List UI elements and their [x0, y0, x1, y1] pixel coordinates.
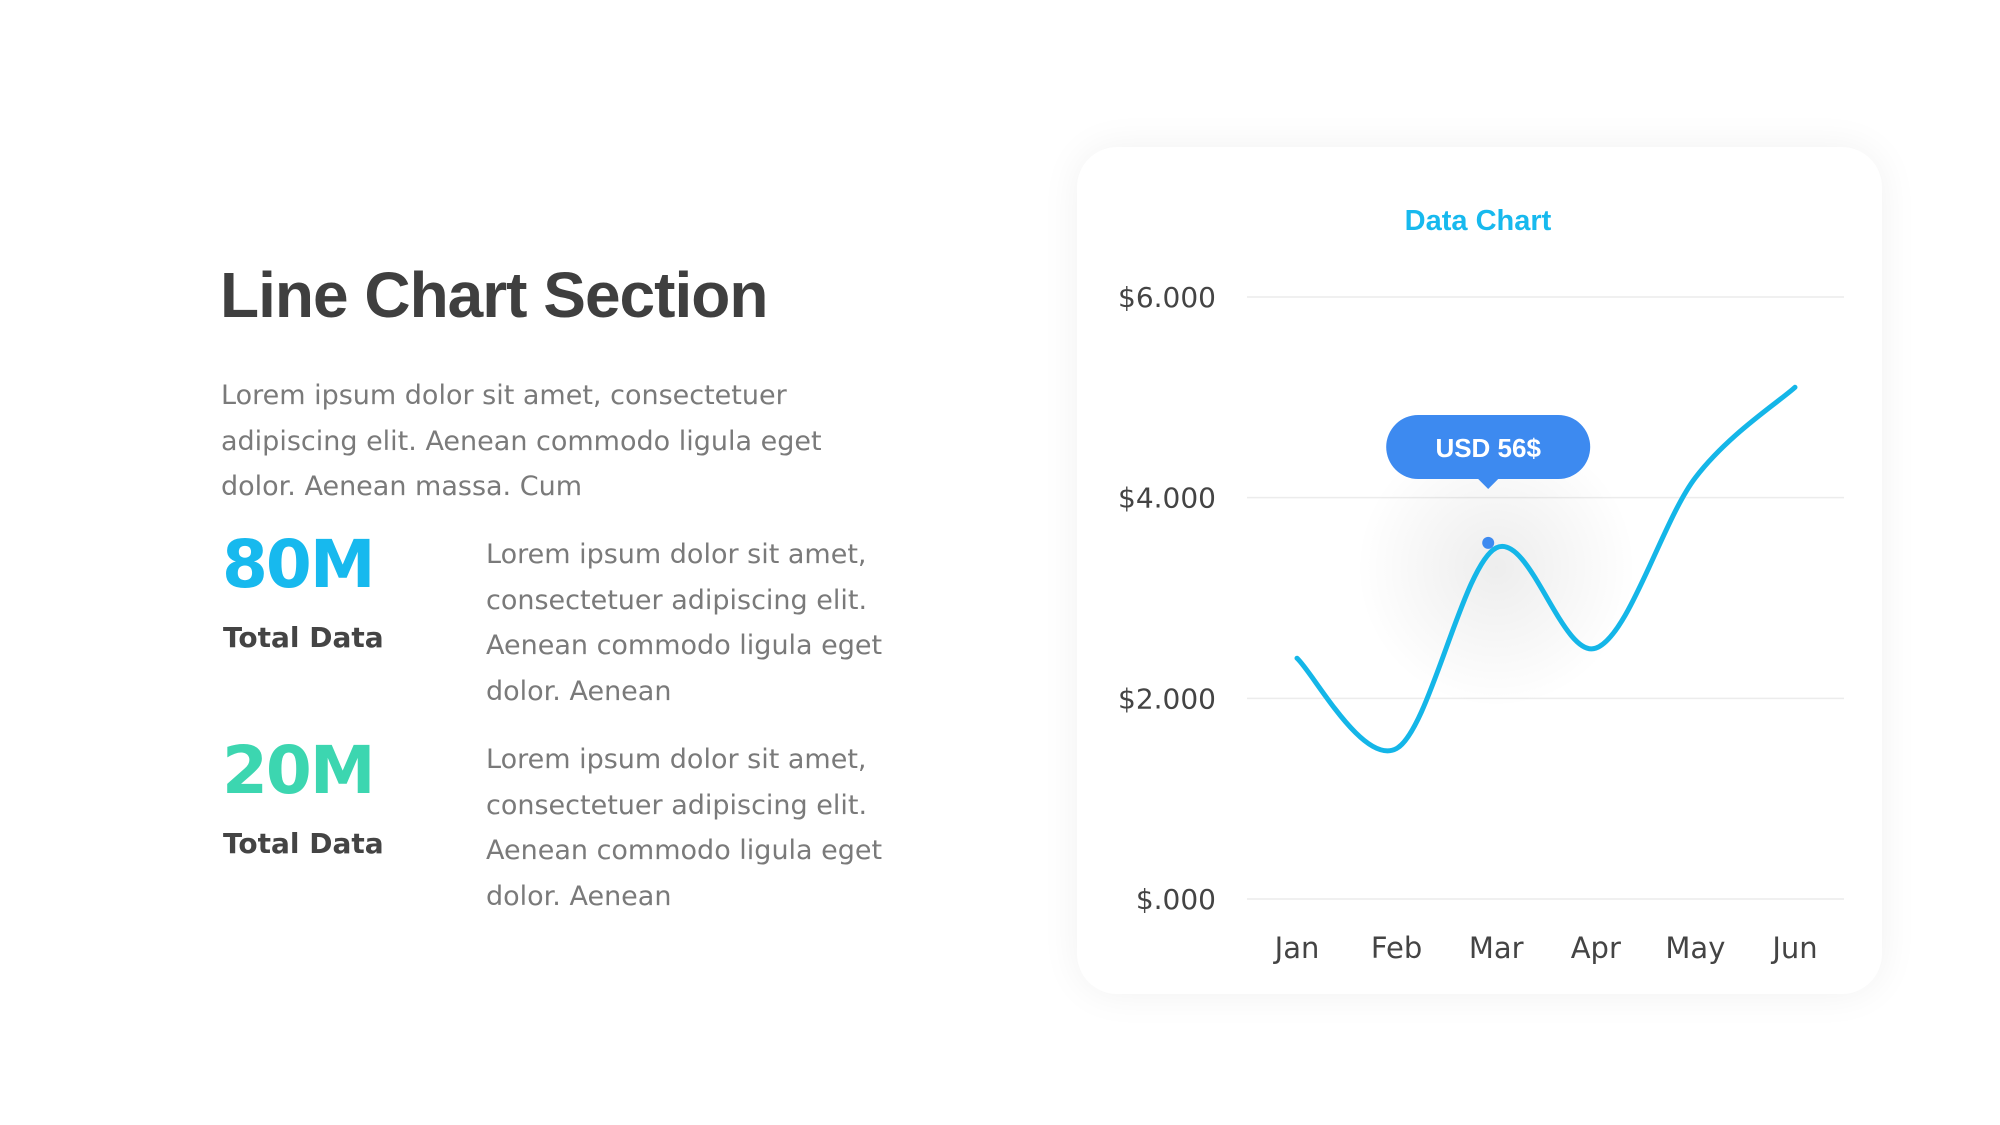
- stat-description-1: Lorem ipsum dolor sit amet, consectetuer…: [486, 532, 882, 714]
- x-tick-label: Apr: [1571, 931, 1621, 965]
- intro-line: adipiscing elit. Aenean commodo ligula e…: [221, 425, 822, 457]
- x-tick-label: Jun: [1770, 931, 1817, 965]
- stat-value-1: 80M: [222, 526, 376, 603]
- chart-title: Data Chart: [1405, 205, 1552, 237]
- stat-label-1: Total Data: [223, 621, 384, 654]
- y-tick-label: $2.000: [1118, 682, 1216, 715]
- tooltip-pointer: [1478, 479, 1499, 489]
- y-tick-label: $.000: [1136, 883, 1216, 916]
- x-tick-label: Feb: [1371, 931, 1422, 965]
- intro-line: dolor. Aenean massa. Cum: [221, 471, 582, 502]
- tooltip-bubble: [1386, 415, 1591, 479]
- stat-description-2: Lorem ipsum dolor sit amet, consectetuer…: [486, 737, 882, 919]
- x-tick-label: Mar: [1469, 931, 1524, 965]
- stat-line: Lorem ipsum dolor sit amet,: [486, 539, 867, 570]
- intro-paragraph: Lorem ipsum dolor sit amet, consectetuer…: [221, 373, 822, 510]
- stat-value-2: 20M: [222, 732, 376, 809]
- stat-label-2: Total Data: [223, 827, 384, 860]
- y-tick-label: $4.000: [1118, 482, 1216, 515]
- x-tick-label: Jan: [1273, 931, 1320, 965]
- highlight-dot: [1482, 536, 1495, 549]
- stat-line: Lorem ipsum dolor sit amet,: [486, 744, 867, 775]
- stat-line: consectetuer adipiscing elit.: [486, 789, 868, 821]
- x-tick-label: May: [1665, 931, 1725, 965]
- highlight-glow: [1356, 427, 1637, 708]
- intro-line: Lorem ipsum dolor sit amet, consectetuer: [221, 380, 787, 411]
- stat-line: Aenean commodo ligula eget: [486, 630, 883, 661]
- stat-line: dolor. Aenean: [486, 880, 672, 912]
- stat-line: Aenean commodo ligula eget: [486, 835, 883, 866]
- stat-line: dolor. Aenean: [486, 675, 672, 707]
- page-title: Line Chart Section: [220, 259, 768, 331]
- y-tick-label: $6.000: [1118, 281, 1216, 314]
- tooltip-text: USD 56$: [1435, 433, 1541, 463]
- stat-line: consectetuer adipiscing elit.: [486, 584, 868, 616]
